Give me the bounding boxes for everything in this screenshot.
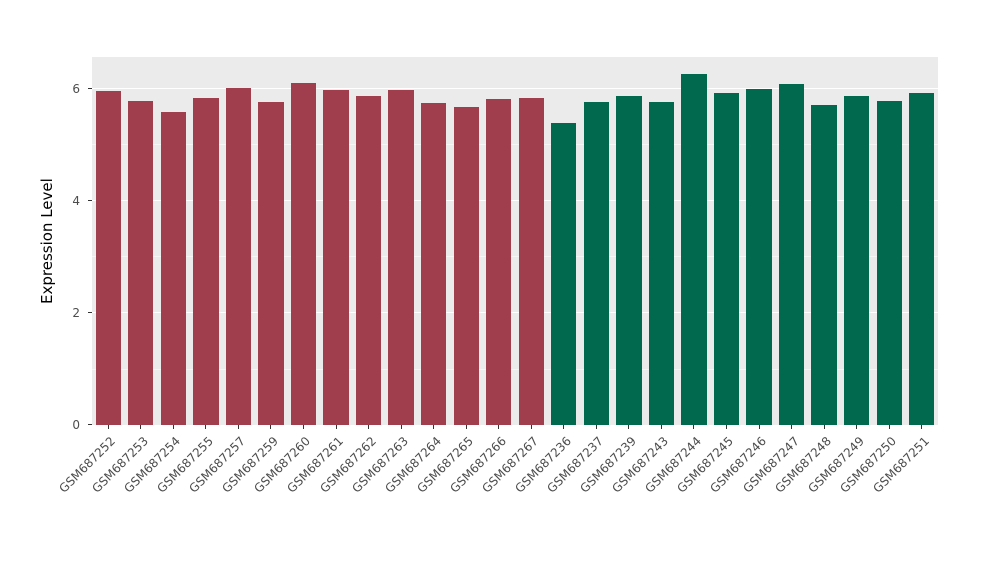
bar (258, 101, 284, 425)
y-tick-label: 6 (72, 81, 80, 96)
x-tick-mark (107, 425, 109, 429)
bar (225, 88, 252, 425)
x-tick-mark (335, 425, 337, 429)
x-tick-mark (856, 425, 858, 429)
gridline-minor (92, 144, 938, 146)
gridline-minor (92, 368, 938, 370)
x-tick-mark (660, 425, 662, 429)
y-tick-mark (88, 311, 92, 313)
x-tick-mark (758, 425, 760, 429)
bar (681, 73, 707, 425)
gridline-minor (92, 256, 938, 258)
bar (843, 95, 870, 425)
bar (713, 92, 740, 425)
gridline-major (92, 200, 938, 202)
x-axis: GSM687252 GSM687253 GSM687254 GSM687255 GSM6… (57, 425, 938, 555)
bar (583, 101, 610, 425)
y-tick-label: 2 (72, 305, 80, 320)
x-tick-mark (595, 425, 597, 429)
y-tick-mark (88, 87, 92, 89)
bar (193, 97, 219, 425)
bar (876, 100, 902, 425)
x-tick-mark (628, 425, 630, 429)
x-tick-mark (368, 425, 370, 429)
y-tick-label: 0 (72, 418, 80, 432)
x-tick-mark (433, 425, 435, 429)
x-tick-mark (563, 425, 565, 429)
gridline-major (92, 312, 938, 314)
x-tick-mark (791, 425, 793, 429)
x-tick-mark (400, 425, 402, 429)
bar (811, 104, 837, 425)
bar (648, 101, 675, 425)
x-tick-mark (205, 425, 207, 429)
bar (909, 92, 935, 425)
x-tick-mark (726, 425, 727, 429)
y-axis: 0 2 4 6 (0, 57, 92, 432)
x-tick-mark (888, 425, 890, 429)
bar (355, 95, 382, 425)
y-tick-mark (88, 424, 92, 425)
bar (518, 97, 544, 425)
gridline-major (92, 424, 938, 426)
bar (323, 89, 349, 425)
bar (95, 90, 121, 425)
bar (616, 95, 642, 425)
bar (453, 106, 479, 425)
bar (746, 88, 772, 425)
x-tick-mark (693, 425, 695, 429)
bar (290, 82, 317, 425)
plot-panel (92, 57, 938, 426)
gridline-major (92, 88, 938, 90)
bar (388, 89, 414, 425)
x-tick-mark (498, 425, 500, 429)
x-tick-mark (921, 425, 923, 429)
y-tick-mark (88, 199, 92, 201)
x-tick-mark (823, 425, 825, 429)
x-tick-mark (530, 425, 532, 429)
x-tick-mark (270, 425, 272, 429)
x-tick-mark (237, 425, 239, 429)
bar (551, 123, 577, 425)
x-tick-mark (172, 425, 174, 429)
bar (420, 102, 447, 425)
bar (128, 100, 154, 425)
x-tick-mark (303, 425, 304, 429)
bar (778, 84, 805, 425)
x-tick-mark (465, 425, 467, 429)
bar (486, 99, 512, 425)
y-tick-label: 4 (72, 193, 80, 208)
x-tick-mark (140, 425, 142, 429)
bar (160, 111, 187, 425)
